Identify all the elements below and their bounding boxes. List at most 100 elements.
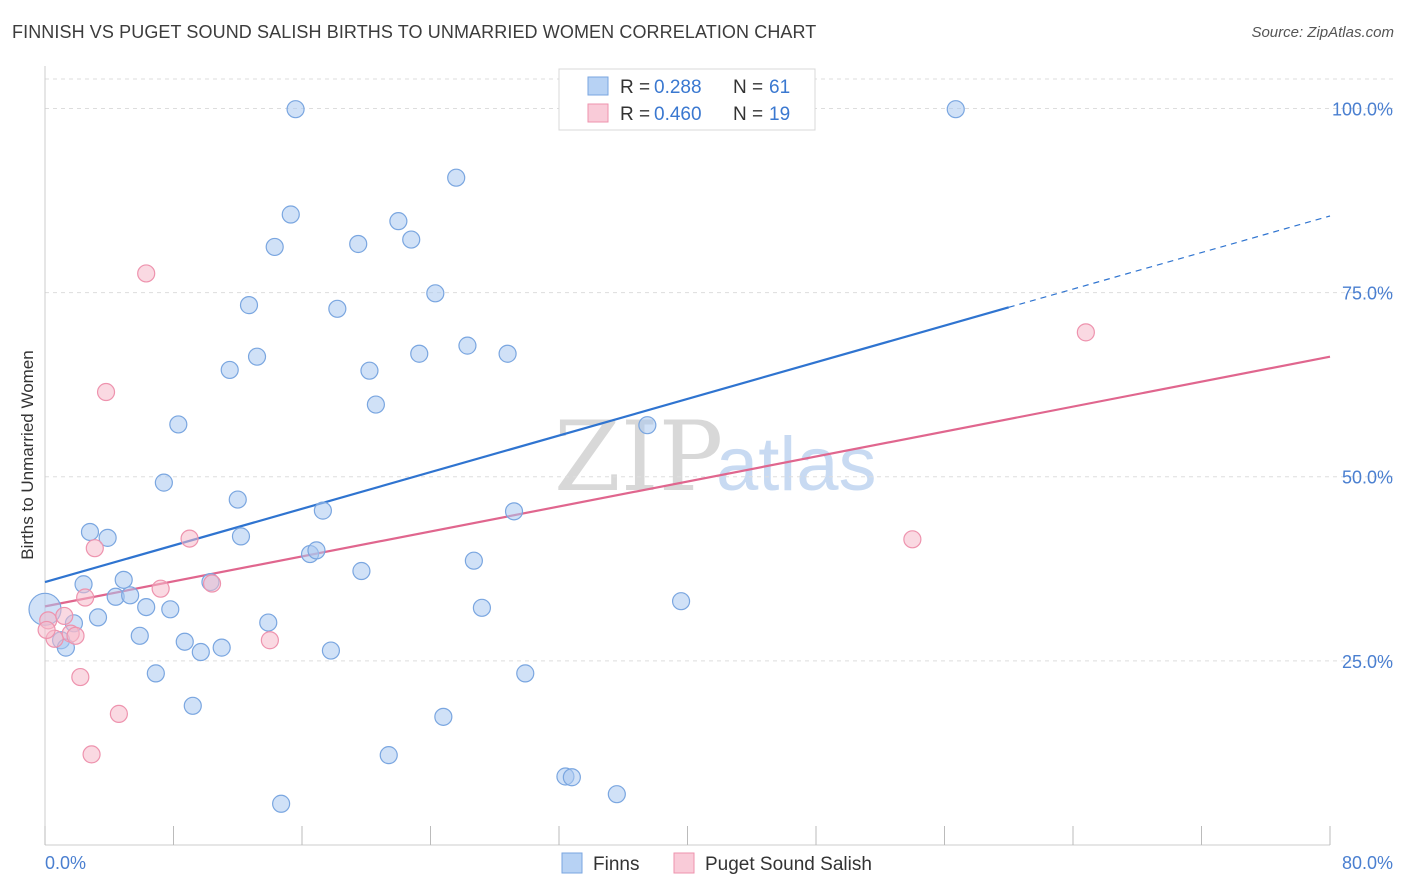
finns-point bbox=[183, 696, 202, 715]
finns-point bbox=[638, 416, 657, 435]
y-tick-label: 100.0% bbox=[1332, 99, 1393, 119]
finns-point bbox=[562, 768, 581, 787]
x-tick-label-min: 0.0% bbox=[45, 853, 86, 873]
legend-finns-swatch bbox=[587, 76, 609, 96]
legend-salish-swatch bbox=[587, 103, 609, 123]
legend-salish-n-label: N = bbox=[733, 104, 763, 125]
finns-point bbox=[169, 415, 188, 434]
bottom-legend-salish-swatch bbox=[673, 852, 695, 874]
finns-point bbox=[447, 168, 466, 187]
y-tick-label: 25.0% bbox=[1342, 652, 1393, 672]
finns-point bbox=[114, 570, 133, 589]
salish-point bbox=[76, 588, 95, 607]
finns-point bbox=[130, 626, 149, 645]
finns-point bbox=[154, 473, 173, 492]
trend-lines bbox=[44, 215, 1331, 608]
finns-point bbox=[607, 785, 626, 804]
finns-point bbox=[426, 284, 445, 303]
salish-point bbox=[260, 631, 279, 650]
finns-point bbox=[671, 592, 691, 611]
finns-point bbox=[286, 100, 305, 119]
finns-trend-extension bbox=[1008, 215, 1331, 308]
finns-point bbox=[328, 299, 347, 318]
finns-point bbox=[220, 360, 239, 380]
finns-point bbox=[239, 296, 259, 315]
salish-trend-line bbox=[44, 355, 1331, 608]
source-credit: Source: ZipAtlas.com bbox=[1251, 24, 1394, 41]
finns-point bbox=[272, 794, 291, 813]
salish-point bbox=[109, 704, 128, 723]
finns-point bbox=[379, 746, 398, 765]
finns-point bbox=[231, 527, 251, 546]
finns-point bbox=[307, 541, 326, 560]
finns-point bbox=[88, 608, 108, 627]
finns-point bbox=[946, 100, 965, 119]
watermark-zip: ZIP bbox=[554, 401, 723, 513]
bottom-legend-finns-label: Finns bbox=[593, 854, 639, 875]
finns-point bbox=[349, 234, 368, 254]
finns-point bbox=[146, 664, 165, 683]
finns-point bbox=[434, 707, 453, 726]
y-tick-label: 75.0% bbox=[1342, 284, 1393, 304]
salish-point bbox=[85, 539, 104, 558]
finns-point bbox=[352, 561, 371, 581]
salish-point bbox=[137, 264, 156, 283]
bottom-legend: Finns Puget Sound Salish bbox=[561, 852, 872, 875]
data-points bbox=[28, 100, 1095, 813]
finns-point bbox=[137, 597, 156, 617]
finns-point bbox=[464, 551, 483, 570]
finns-trend-line bbox=[44, 306, 1010, 584]
finns-point bbox=[161, 600, 180, 619]
finns-point bbox=[212, 638, 231, 657]
y-axis-title: Births to Unmarried Women bbox=[18, 350, 37, 559]
finns-point bbox=[366, 395, 385, 414]
finns-point bbox=[389, 212, 408, 231]
legend-salish-r-value: 0.460 bbox=[654, 104, 702, 125]
finns-point bbox=[498, 344, 517, 363]
finns-point bbox=[259, 613, 278, 632]
finns-point bbox=[228, 490, 247, 509]
x-tick-label-max: 80.0% bbox=[1342, 853, 1393, 873]
finns-point bbox=[321, 641, 341, 660]
salish-point bbox=[71, 667, 90, 687]
legend-finns-n-label: N = bbox=[733, 77, 763, 98]
finns-point bbox=[265, 237, 284, 257]
bottom-legend-salish-label: Puget Sound Salish bbox=[705, 854, 872, 875]
finns-point bbox=[410, 344, 429, 363]
finns-point bbox=[472, 598, 491, 617]
legend-salish-n-value: 19 bbox=[769, 104, 790, 125]
legend-finns-n-value: 61 bbox=[769, 77, 790, 98]
salish-point bbox=[903, 530, 922, 549]
finns-point bbox=[504, 502, 524, 521]
salish-point bbox=[180, 529, 199, 548]
finns-point bbox=[247, 347, 267, 366]
y-tick-label: 50.0% bbox=[1342, 468, 1393, 488]
salish-point bbox=[202, 574, 222, 593]
finns-point bbox=[458, 336, 477, 355]
legend-salish-r-label: R = bbox=[620, 104, 650, 125]
salish-point bbox=[151, 579, 170, 598]
finns-point bbox=[313, 501, 332, 520]
salish-point bbox=[1076, 323, 1095, 342]
finns-point bbox=[175, 632, 194, 651]
legend: R = 0.288 N = 61 R = 0.460 N = 19 bbox=[558, 68, 816, 131]
finns-point bbox=[80, 522, 100, 542]
watermark-atlas: atlas bbox=[716, 422, 877, 507]
finns-point bbox=[360, 361, 379, 380]
legend-finns-r-label: R = bbox=[620, 77, 650, 98]
finns-point bbox=[516, 664, 535, 683]
finns-point bbox=[98, 528, 117, 547]
grid-lines bbox=[45, 78, 1395, 662]
finns-point bbox=[121, 586, 140, 605]
tick-labels: 25.0% 50.0% 75.0% 100.0% 0.0% 80.0% bbox=[45, 99, 1393, 873]
chart-title: FINNISH VS PUGET SOUND SALISH BIRTHS TO … bbox=[12, 22, 817, 42]
axes bbox=[44, 66, 1331, 846]
finns-point bbox=[402, 230, 421, 249]
salish-point bbox=[96, 382, 116, 402]
bottom-legend-finns-swatch bbox=[561, 852, 583, 874]
finns-point bbox=[281, 205, 300, 224]
finns-point bbox=[191, 642, 210, 662]
salish-point bbox=[37, 620, 56, 640]
salish-point bbox=[55, 606, 74, 626]
